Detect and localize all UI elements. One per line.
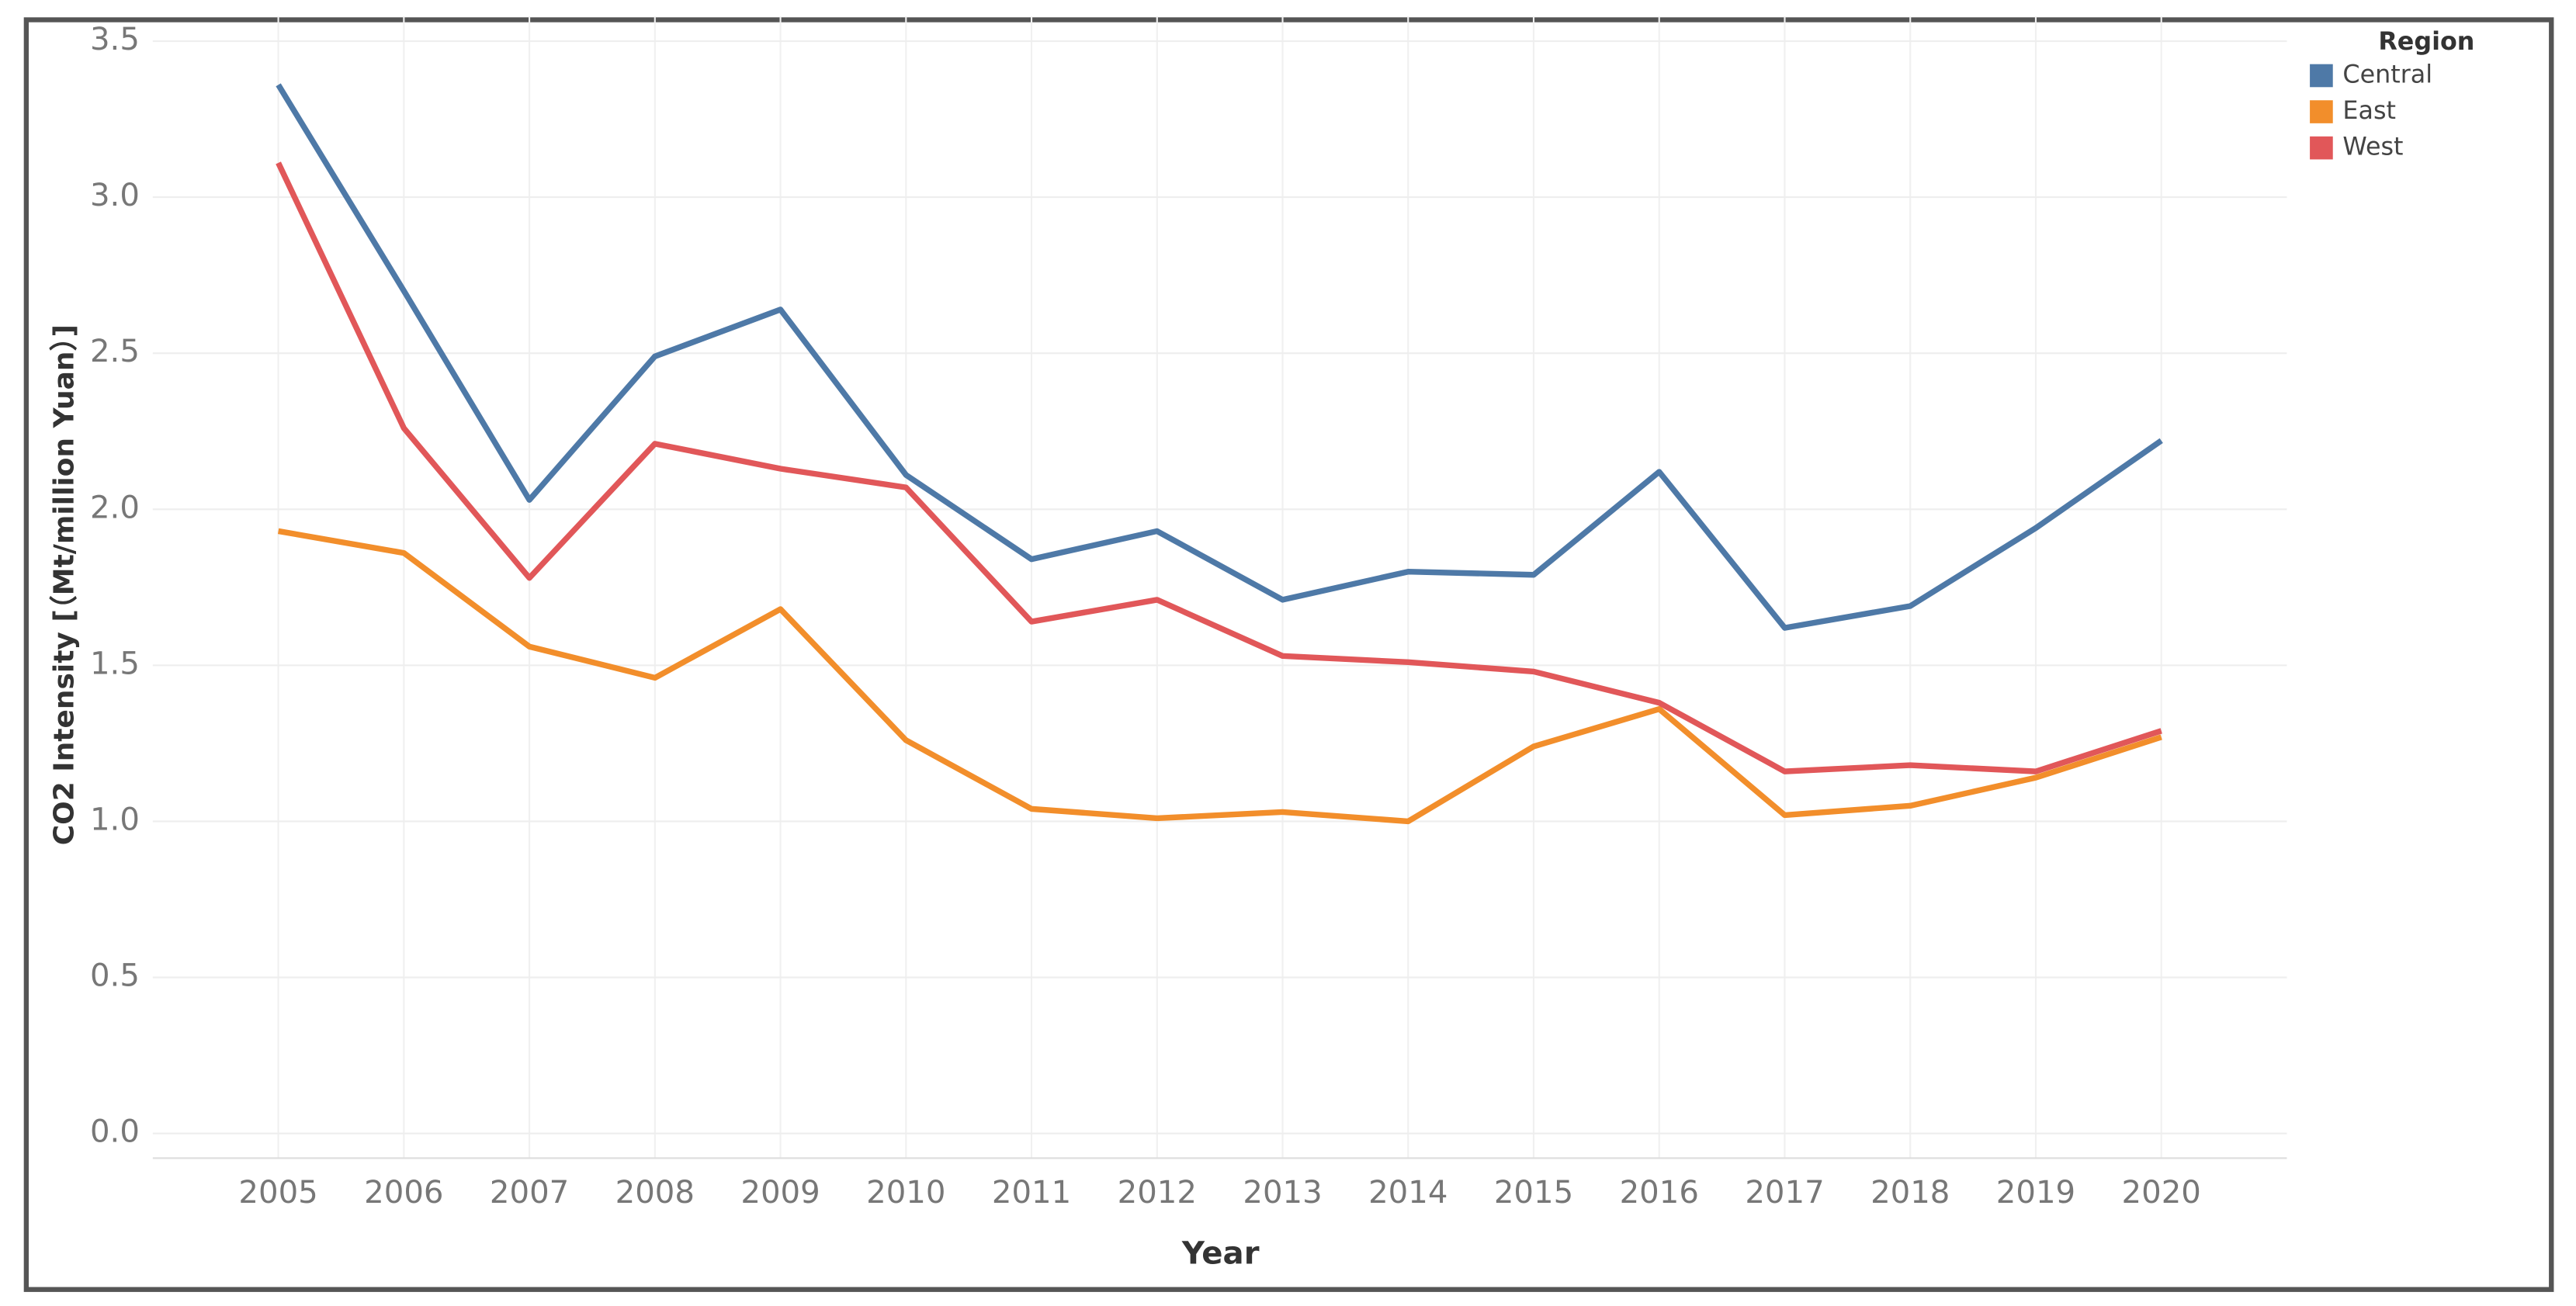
y-tick-label: 1.0 xyxy=(90,802,140,837)
x-tick-label: 2005 xyxy=(238,1175,317,1211)
x-tick-label: 2009 xyxy=(740,1175,820,1211)
x-tick-label: 2013 xyxy=(1243,1175,1322,1211)
y-tick-label: 0.5 xyxy=(90,958,140,994)
x-tick-label: 2016 xyxy=(1620,1175,1699,1211)
x-tick-label: 2010 xyxy=(866,1175,945,1211)
x-tick-label: 2012 xyxy=(1118,1175,1197,1211)
x-tick-label: 2015 xyxy=(1494,1175,1573,1211)
y-tick-label: 2.5 xyxy=(90,334,140,369)
x-tick-label: 2018 xyxy=(1870,1175,1950,1211)
x-tick-label: 2020 xyxy=(2122,1175,2201,1211)
x-axis-title: Year xyxy=(1181,1235,1260,1271)
y-tick-label: 0.0 xyxy=(90,1114,140,1150)
y-tick-label: 1.5 xyxy=(90,646,140,681)
legend-label: East xyxy=(2342,97,2396,125)
legend-swatch xyxy=(2310,64,2333,88)
data-line xyxy=(276,161,2162,774)
x-tick-label: 2019 xyxy=(1996,1175,2075,1211)
y-tick-label: 3.0 xyxy=(90,178,140,213)
legend-title: Region xyxy=(2378,28,2474,56)
x-tick-label: 2007 xyxy=(490,1175,569,1211)
legend-label: Central xyxy=(2342,61,2432,88)
data-line xyxy=(277,528,2162,825)
x-tick-label: 2011 xyxy=(992,1175,1071,1211)
y-tick-label: 2.0 xyxy=(90,490,140,525)
legend-swatch xyxy=(2310,100,2333,123)
y-axis-title: CO2 Intensity [（Mt/million Yuan）] xyxy=(49,324,81,845)
legend-label: West xyxy=(2342,133,2403,161)
x-tick-label: 2008 xyxy=(615,1175,695,1211)
y-tick-label: 3.5 xyxy=(90,22,140,57)
legend-swatch xyxy=(2310,136,2333,160)
data-line xyxy=(276,83,2163,631)
x-tick-label: 2017 xyxy=(1745,1175,1824,1211)
x-tick-label: 2006 xyxy=(364,1175,443,1211)
x-tick-label: 2014 xyxy=(1368,1175,1447,1211)
